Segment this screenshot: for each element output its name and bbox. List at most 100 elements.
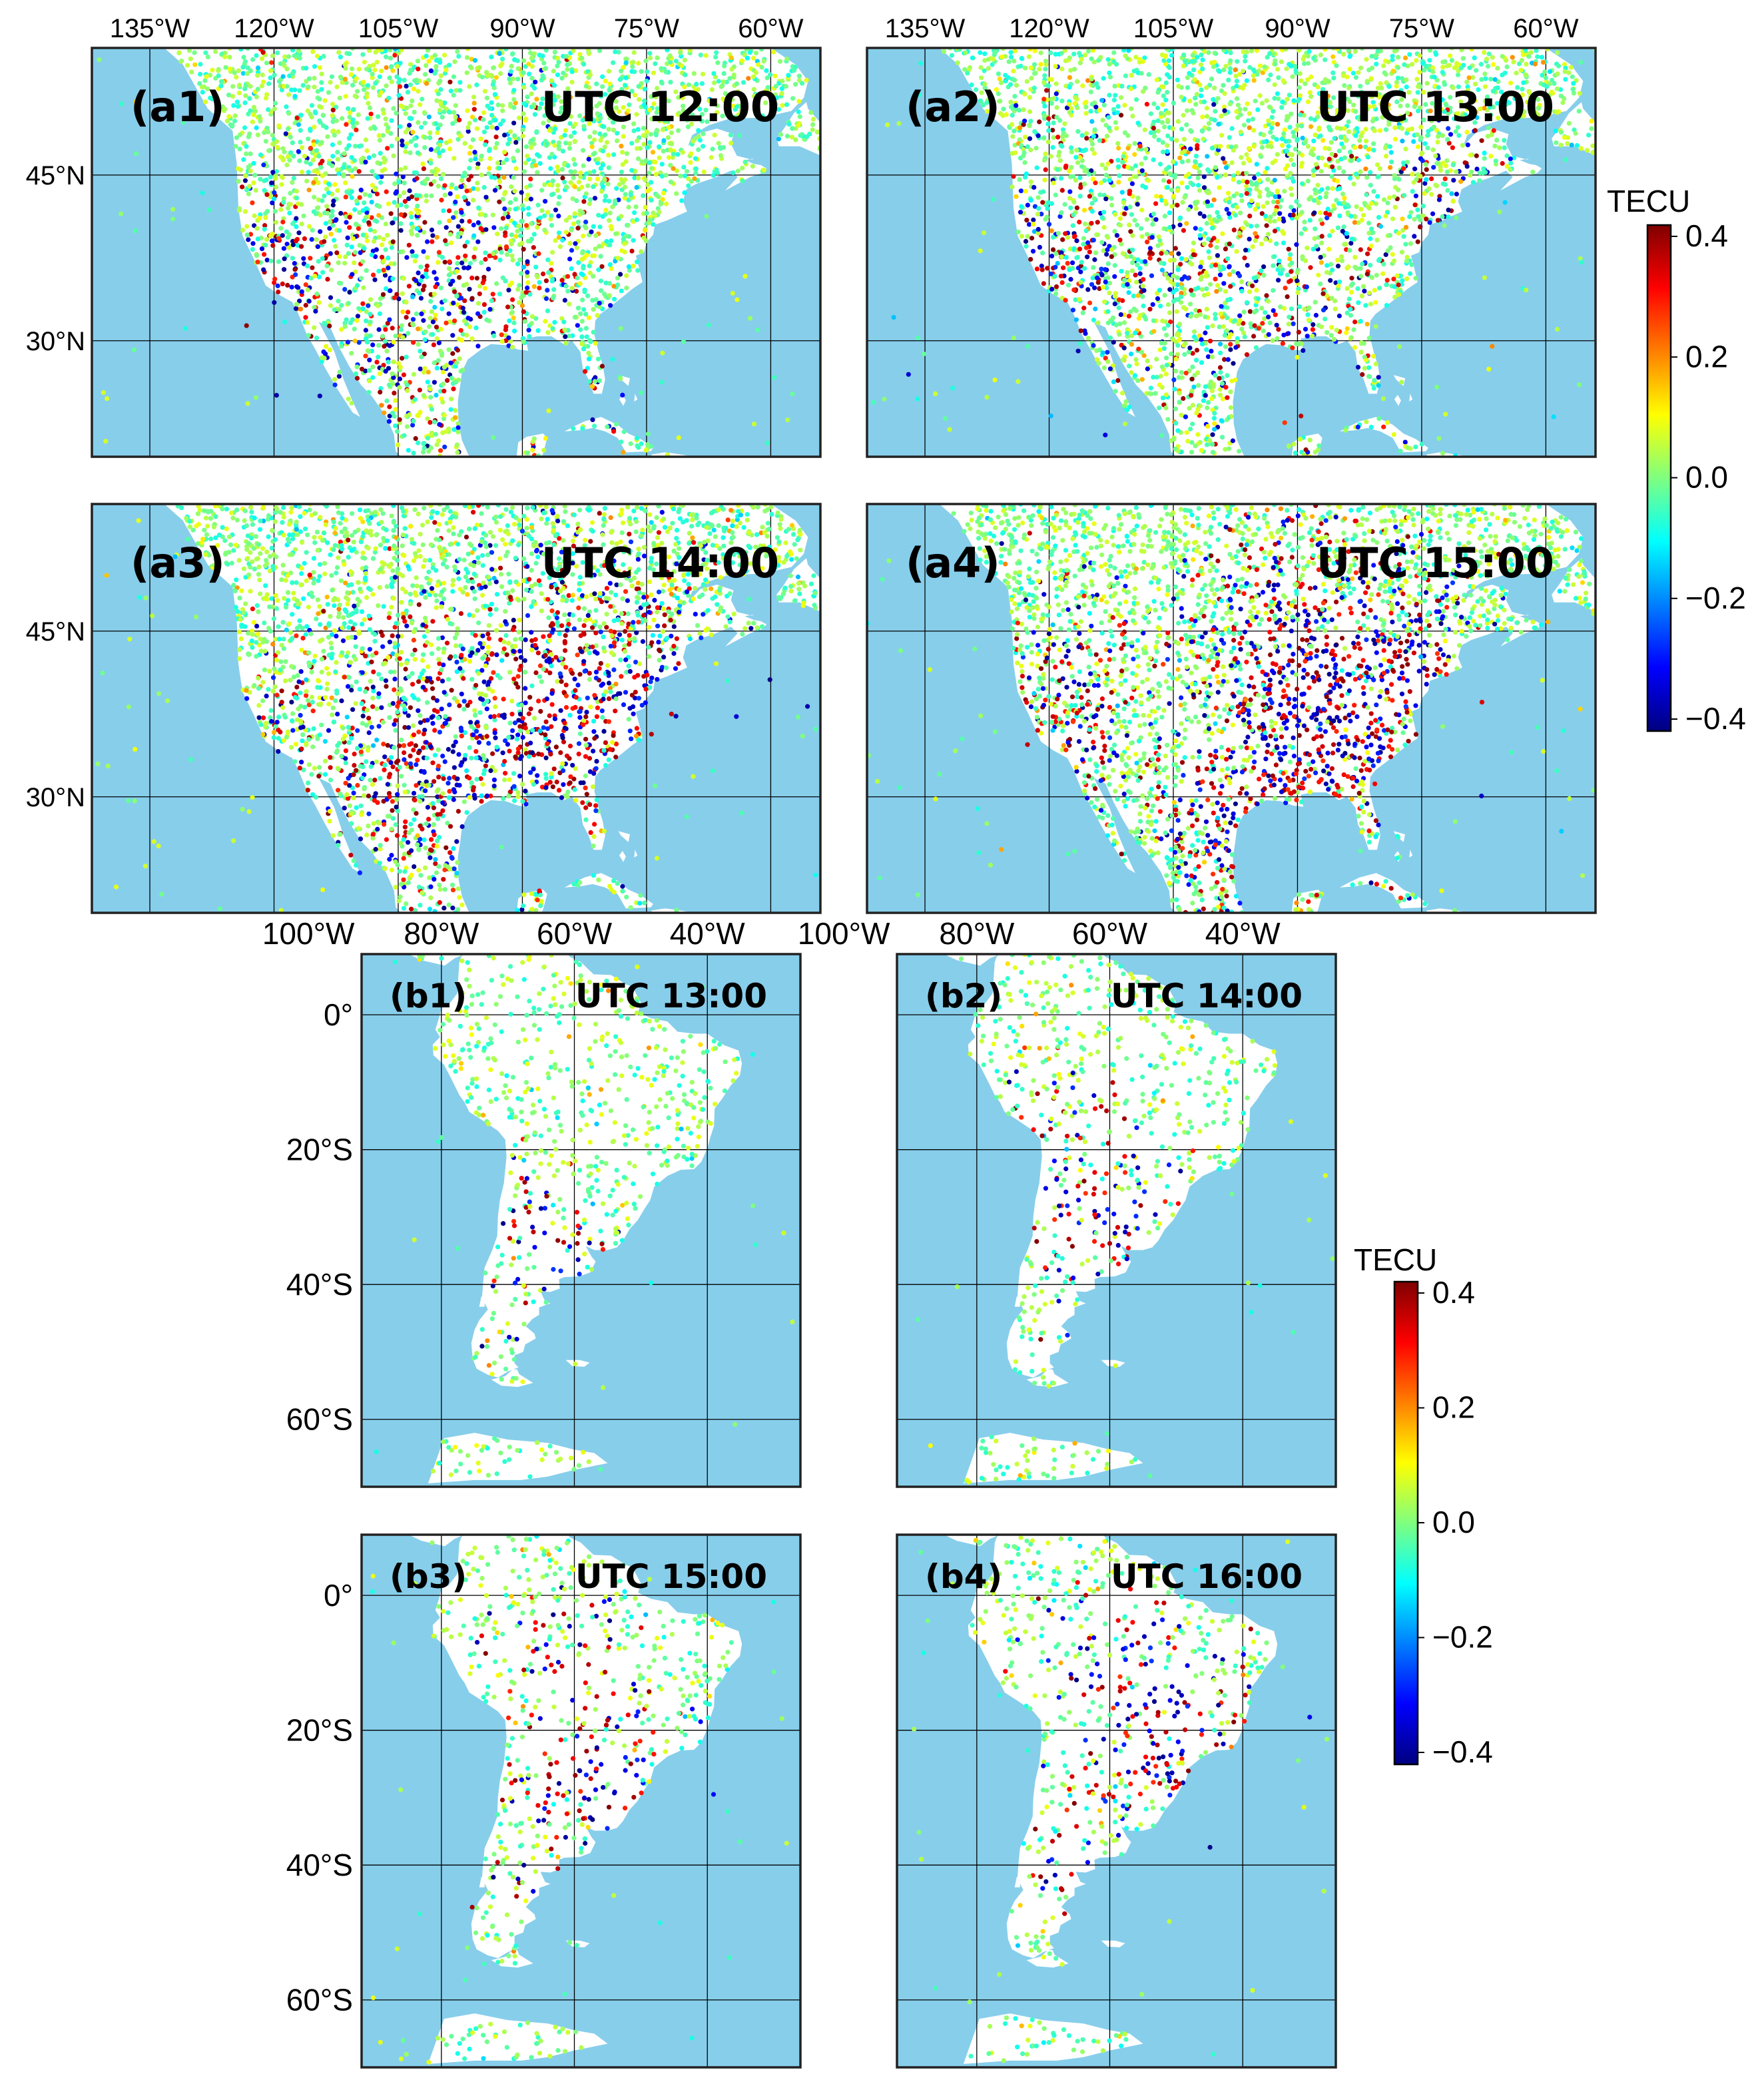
station-dot xyxy=(714,50,719,55)
station-dot xyxy=(668,59,673,65)
station-dot xyxy=(654,192,660,198)
station-dot xyxy=(418,278,424,284)
station-dot xyxy=(451,300,456,306)
station-dot xyxy=(1234,79,1239,84)
station-dot xyxy=(182,326,188,331)
station-dot xyxy=(549,222,555,228)
station-dot xyxy=(545,330,551,335)
station-dot xyxy=(436,150,442,156)
station-dot xyxy=(722,60,727,66)
station-dot xyxy=(432,360,437,366)
station-dot xyxy=(133,228,138,234)
station-dot xyxy=(1063,58,1068,63)
station-dot xyxy=(678,173,683,178)
station-dot xyxy=(507,248,513,253)
station-dot xyxy=(1472,81,1478,87)
station-dot xyxy=(358,276,364,281)
station-dot xyxy=(475,165,480,170)
station-dot xyxy=(170,216,176,222)
station-dot xyxy=(580,117,585,123)
station-dot xyxy=(657,118,663,123)
station-dot xyxy=(471,222,476,228)
station-dot xyxy=(528,176,533,182)
station-dot xyxy=(572,162,578,167)
station-dot xyxy=(629,89,635,94)
station-dot xyxy=(245,401,250,406)
station-dot xyxy=(631,128,637,134)
station-dot xyxy=(316,258,321,264)
station-dot xyxy=(297,88,302,93)
station-dot xyxy=(458,328,463,333)
station-dot xyxy=(723,91,728,97)
station-dot xyxy=(1199,287,1205,292)
station-dot xyxy=(1553,129,1558,134)
station-dot xyxy=(673,89,679,95)
station-dot xyxy=(500,108,505,113)
station-dot xyxy=(756,111,761,117)
station-dot xyxy=(1141,303,1146,309)
station-dot xyxy=(772,375,777,380)
station-dot xyxy=(430,233,436,238)
station-dot xyxy=(1205,199,1210,204)
station-dot xyxy=(316,197,322,202)
station-dot xyxy=(268,75,273,81)
station-dot xyxy=(667,53,673,59)
station-dot xyxy=(643,228,648,233)
station-dot xyxy=(549,114,554,119)
station-dot xyxy=(467,260,473,266)
station-dot xyxy=(647,140,653,145)
station-dot xyxy=(1472,55,1477,61)
station-dot xyxy=(397,417,402,422)
station-dot xyxy=(497,257,503,263)
station-dot xyxy=(462,258,467,263)
station-dot xyxy=(1313,300,1318,305)
station-dot xyxy=(626,204,631,210)
station-dot xyxy=(436,260,441,265)
station-dot xyxy=(1422,180,1428,186)
station-dot xyxy=(1340,191,1346,196)
station-dot xyxy=(453,88,459,93)
station-dot xyxy=(228,122,233,127)
station-dot xyxy=(1396,187,1401,192)
station-dot xyxy=(301,261,307,266)
station-dot xyxy=(425,435,431,441)
station-dot xyxy=(1265,232,1271,237)
station-dot xyxy=(322,193,327,198)
station-dot xyxy=(600,184,606,189)
station-dot xyxy=(491,65,497,71)
station-dot xyxy=(728,132,733,138)
station-dot xyxy=(272,196,277,202)
station-dot xyxy=(590,298,595,303)
station-dot xyxy=(1075,129,1081,134)
station-dot xyxy=(738,95,744,101)
station-dot xyxy=(372,228,378,234)
station-dot xyxy=(396,93,402,98)
station-dot xyxy=(410,249,415,254)
station-dot xyxy=(603,79,608,84)
station-dot xyxy=(418,102,423,107)
station-dot xyxy=(467,150,473,156)
station-dot xyxy=(312,125,317,130)
station-dot xyxy=(386,265,391,271)
station-dot xyxy=(583,369,588,374)
station-dot xyxy=(529,221,534,226)
station-dot xyxy=(1213,312,1218,317)
station-dot xyxy=(265,129,271,134)
station-dot xyxy=(569,227,574,233)
station-dot xyxy=(1077,219,1082,225)
station-dot xyxy=(525,192,531,198)
station-dot xyxy=(348,72,354,77)
station-dot xyxy=(371,272,376,278)
station-dot xyxy=(375,160,380,165)
station-dot xyxy=(1236,180,1241,185)
station-dot xyxy=(386,419,392,424)
station-dot xyxy=(415,210,421,216)
station-dot xyxy=(546,118,551,123)
station-dot xyxy=(447,79,453,85)
station-dot xyxy=(342,260,348,266)
station-dot xyxy=(282,267,287,272)
station-dot xyxy=(259,246,265,252)
station-dot xyxy=(269,180,274,186)
station-dot xyxy=(432,419,438,425)
station-dot xyxy=(1485,134,1490,139)
